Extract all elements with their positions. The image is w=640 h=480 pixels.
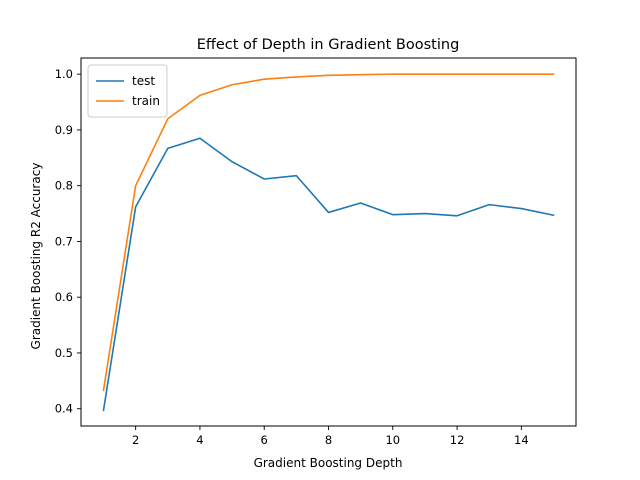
y-tick-label: 1.0	[55, 67, 73, 81]
legend-label-train: train	[132, 94, 160, 108]
y-tick-label: 0.8	[55, 179, 73, 193]
y-axis-label: Gradient Boosting R2 Accuracy	[29, 163, 43, 350]
y-tick-label: 0.5	[55, 346, 73, 360]
x-tick-label: 4	[196, 433, 203, 447]
plot-area: 2 4 6 8 10 12 14 0.4 0.5 0.6 0.7 0.8 0.9 1.0 test train	[55, 57, 577, 447]
x-tick-label: 2	[132, 433, 139, 447]
x-axis-label: Gradient Boosting Depth	[254, 456, 403, 470]
y-tick-label: 0.4	[55, 402, 73, 416]
x-tick-label: 14	[514, 433, 529, 447]
y-tick-label: 0.6	[55, 290, 73, 304]
legend-box	[87, 64, 168, 118]
series-line-test	[102, 137, 555, 412]
x-tick-label: 10	[385, 433, 400, 447]
y-tick-label: 0.9	[55, 123, 73, 137]
chart-title: Effect of Depth in Gradient Boosting	[197, 37, 460, 53]
series-line-train	[102, 73, 555, 392]
legend-label-test: test	[132, 74, 155, 88]
x-tick-label: 12	[450, 433, 465, 447]
y-tick-label: 0.7	[55, 234, 73, 248]
x-tick-label: 6	[261, 433, 268, 447]
x-tick-label: 8	[325, 433, 332, 447]
